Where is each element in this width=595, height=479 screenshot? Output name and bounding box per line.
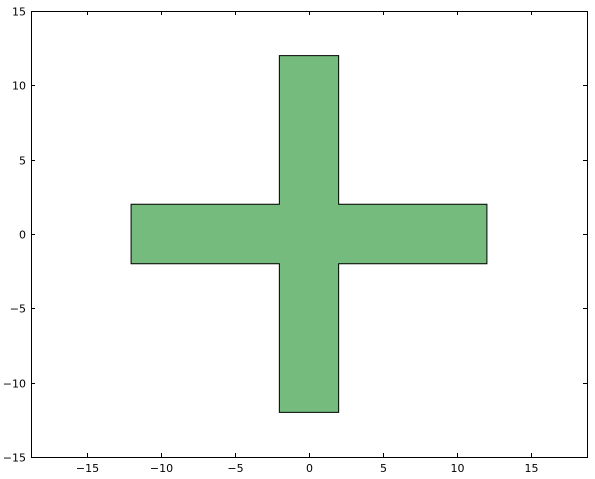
y-tick-label: −15 bbox=[3, 452, 26, 465]
y-tick-label: −10 bbox=[3, 378, 26, 391]
x-tick-label: 10 bbox=[451, 462, 465, 475]
y-tick-label: 5 bbox=[19, 155, 26, 168]
x-tick-label: −5 bbox=[227, 462, 243, 475]
axis-layer: −15 −10 −5 0 5 10 15 −15 −10 −5 0 5 10 15 bbox=[3, 6, 588, 475]
x-tick-label: −10 bbox=[150, 462, 173, 475]
x-tick-label: 0 bbox=[306, 462, 313, 475]
x-tick-label: 15 bbox=[525, 462, 539, 475]
y-tick-label: 10 bbox=[12, 80, 26, 93]
y-tick-label: −5 bbox=[10, 303, 26, 316]
y-tick-label: 0 bbox=[19, 229, 26, 242]
x-tick-label: 5 bbox=[380, 462, 387, 475]
plot-layer bbox=[130, 55, 488, 413]
x-tick-label: −15 bbox=[76, 462, 99, 475]
cross-shape bbox=[130, 55, 488, 413]
y-tick-label: 15 bbox=[12, 6, 26, 19]
